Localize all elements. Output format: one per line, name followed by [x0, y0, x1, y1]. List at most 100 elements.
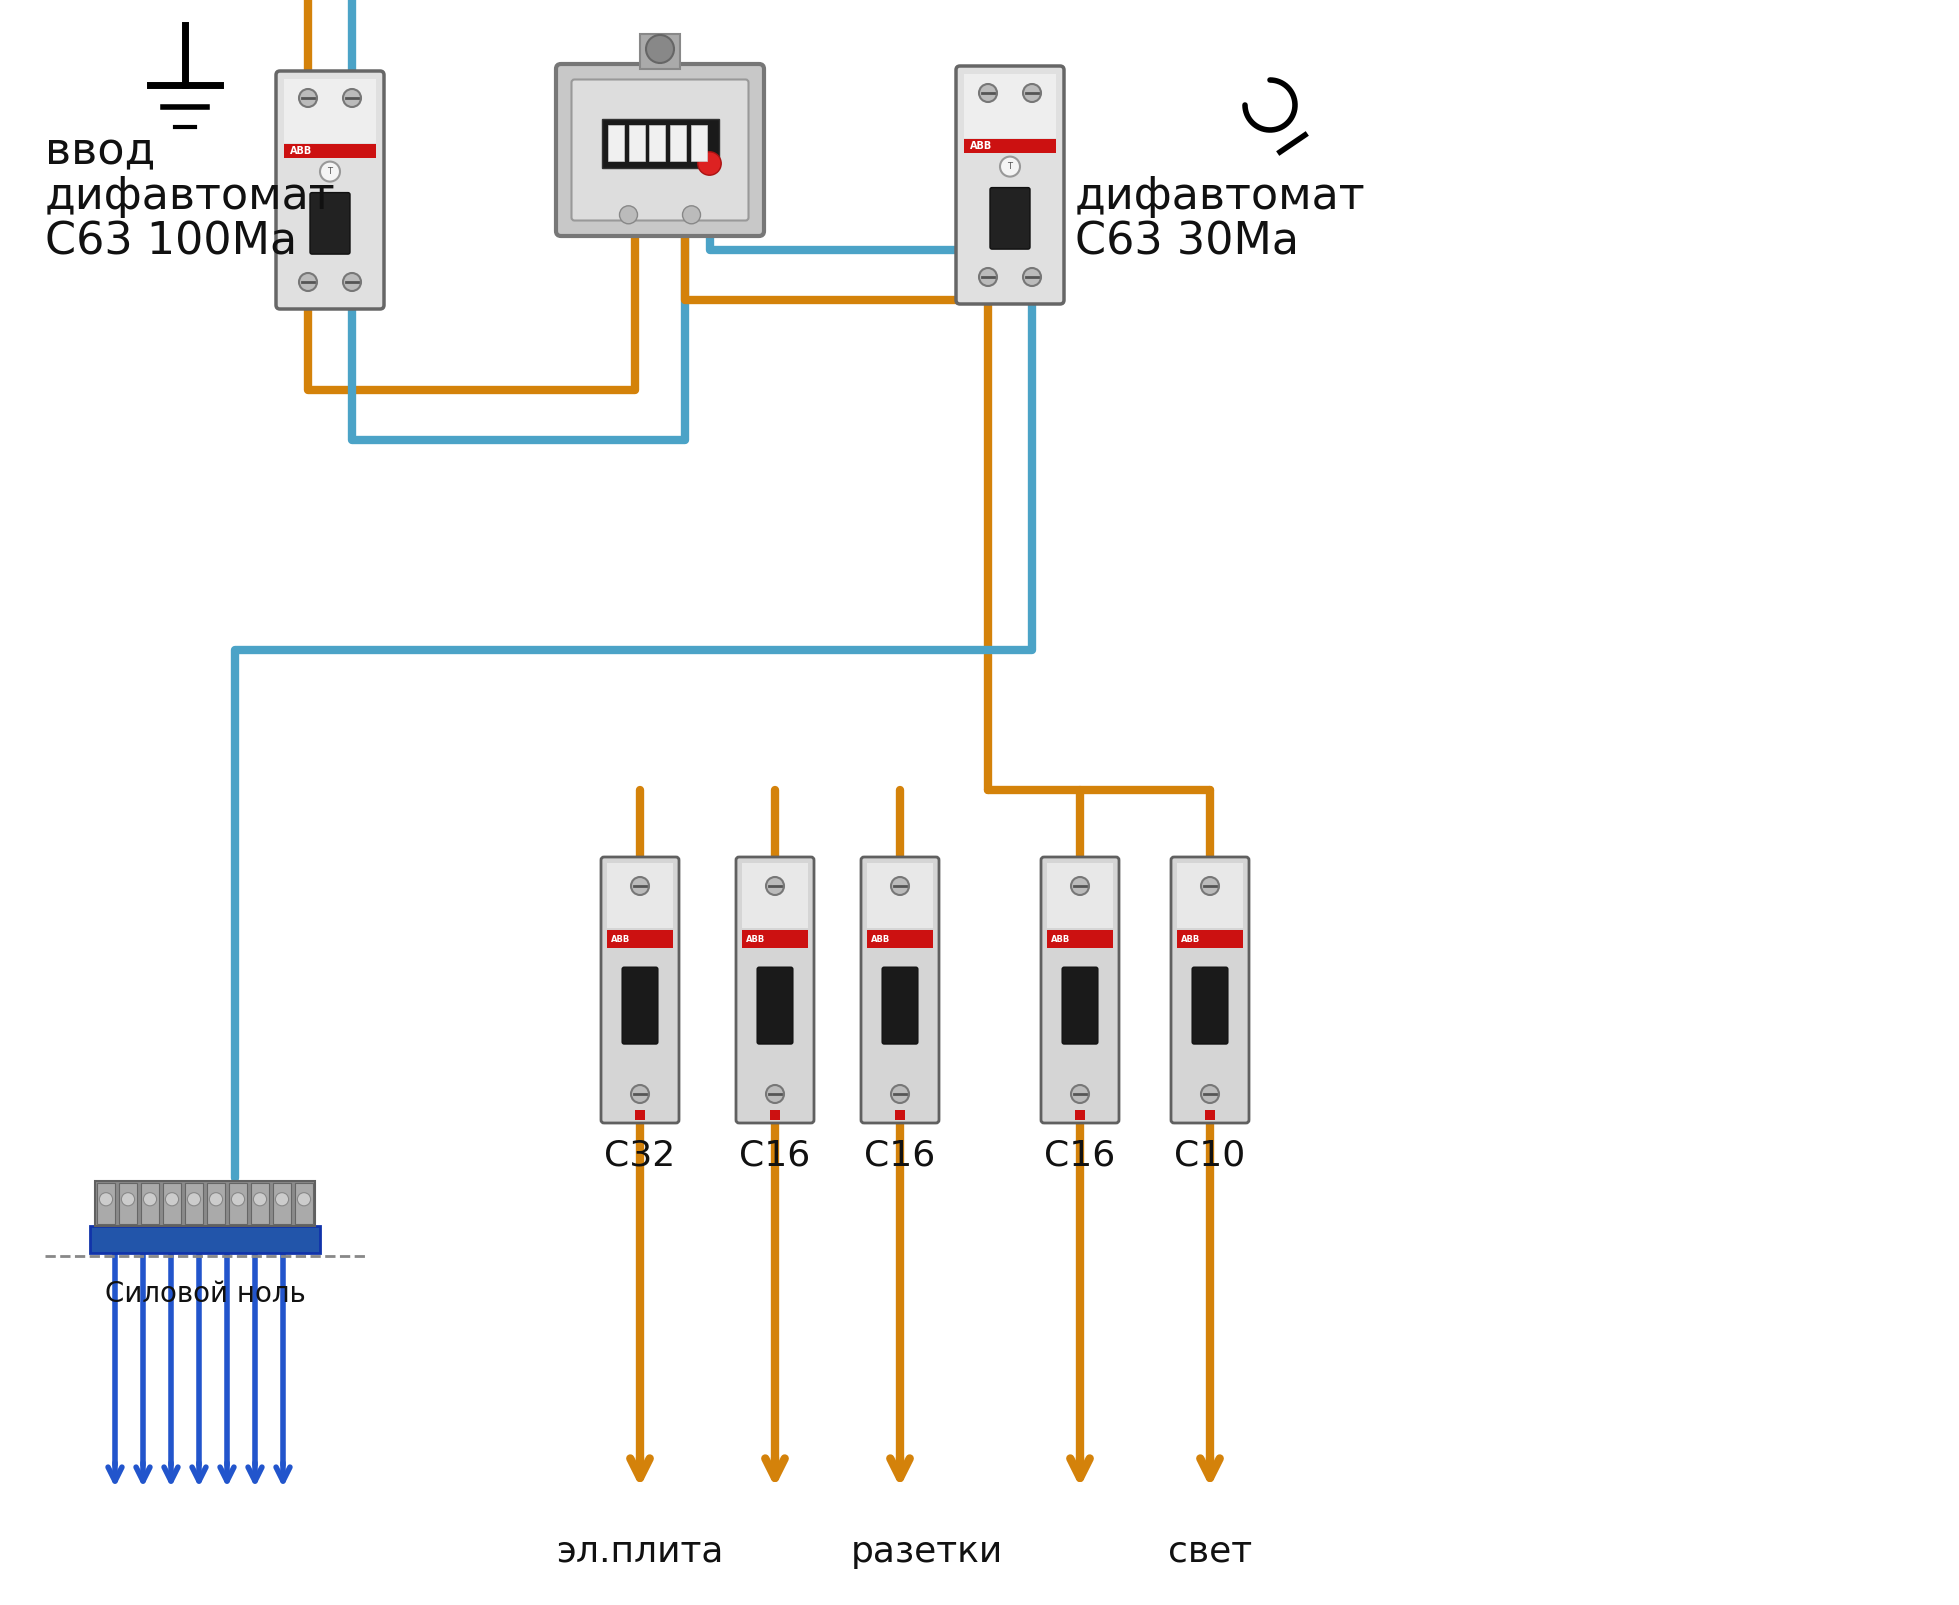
Circle shape	[766, 1085, 784, 1103]
Text: ABB: ABB	[290, 146, 311, 156]
Text: С16: С16	[739, 1138, 811, 1172]
Circle shape	[1072, 876, 1089, 896]
Bar	[94, 1181, 315, 1226]
Bar	[272, 1183, 290, 1225]
Bar	[98, 1183, 116, 1225]
FancyBboxPatch shape	[737, 857, 815, 1124]
Bar	[296, 1183, 313, 1225]
Circle shape	[697, 152, 721, 175]
Text: ввод: ввод	[45, 130, 155, 173]
Bar	[607, 863, 674, 928]
Bar	[119, 1183, 137, 1225]
Circle shape	[631, 876, 648, 896]
Circle shape	[343, 273, 360, 291]
Circle shape	[210, 1193, 223, 1205]
FancyBboxPatch shape	[882, 968, 919, 1043]
FancyBboxPatch shape	[623, 968, 658, 1043]
FancyBboxPatch shape	[310, 193, 351, 254]
Bar	[607, 931, 674, 949]
Bar	[670, 125, 686, 160]
Bar	[629, 125, 645, 160]
Text: ABB: ABB	[611, 934, 631, 944]
Bar	[641, 34, 680, 69]
Bar	[1177, 863, 1244, 928]
FancyBboxPatch shape	[1193, 968, 1228, 1043]
Circle shape	[298, 1193, 311, 1205]
Text: ABB: ABB	[1050, 934, 1070, 944]
Bar	[141, 1183, 159, 1225]
Circle shape	[143, 1193, 157, 1205]
Text: эл.плита: эл.плита	[556, 1534, 723, 1570]
Bar	[251, 1183, 268, 1225]
FancyBboxPatch shape	[758, 968, 793, 1043]
Text: разетки: разетки	[850, 1534, 1003, 1570]
Bar	[1205, 1111, 1215, 1120]
Text: T: T	[327, 167, 333, 177]
Bar	[229, 1183, 247, 1225]
Circle shape	[891, 876, 909, 896]
Circle shape	[121, 1193, 135, 1205]
Circle shape	[1072, 1085, 1089, 1103]
FancyBboxPatch shape	[956, 66, 1064, 303]
Bar	[208, 1183, 225, 1225]
FancyBboxPatch shape	[556, 64, 764, 236]
Text: ABB: ABB	[872, 934, 889, 944]
Bar	[1075, 1111, 1085, 1120]
Bar	[186, 1183, 204, 1225]
Text: ABB: ABB	[970, 141, 993, 151]
Bar	[964, 140, 1056, 152]
FancyBboxPatch shape	[601, 857, 680, 1124]
Bar	[742, 863, 807, 928]
Bar	[1177, 931, 1244, 949]
Text: С16: С16	[864, 1138, 936, 1172]
FancyBboxPatch shape	[1040, 857, 1119, 1124]
Bar	[1046, 931, 1113, 949]
Bar	[284, 144, 376, 157]
Bar	[648, 125, 666, 160]
Bar	[692, 125, 707, 160]
Circle shape	[300, 273, 317, 291]
Text: дифавтомат: дифавтомат	[45, 175, 335, 218]
FancyBboxPatch shape	[1062, 968, 1097, 1043]
Bar	[770, 1111, 780, 1120]
Text: ABB: ABB	[746, 934, 766, 944]
Circle shape	[766, 876, 784, 896]
Circle shape	[100, 1193, 112, 1205]
Bar	[1046, 863, 1113, 928]
Circle shape	[631, 1085, 648, 1103]
Circle shape	[980, 268, 997, 286]
Text: ABB: ABB	[1181, 934, 1201, 944]
Circle shape	[165, 1193, 178, 1205]
Text: С10: С10	[1173, 1138, 1246, 1172]
Bar	[284, 79, 376, 143]
FancyBboxPatch shape	[1171, 857, 1250, 1124]
Bar	[163, 1183, 180, 1225]
Circle shape	[1023, 83, 1040, 103]
FancyBboxPatch shape	[989, 188, 1030, 249]
Circle shape	[1201, 1085, 1218, 1103]
Circle shape	[682, 205, 701, 223]
Circle shape	[1023, 268, 1040, 286]
Circle shape	[646, 35, 674, 63]
Bar	[742, 931, 807, 949]
Bar	[895, 1111, 905, 1120]
Bar	[90, 1226, 319, 1252]
Text: С63 30Ма: С63 30Ма	[1075, 220, 1299, 263]
Circle shape	[999, 157, 1021, 177]
Circle shape	[300, 88, 317, 108]
Circle shape	[619, 205, 637, 223]
FancyBboxPatch shape	[276, 71, 384, 310]
Bar	[964, 74, 1056, 138]
Bar	[868, 863, 932, 928]
Circle shape	[231, 1193, 245, 1205]
Circle shape	[891, 1085, 909, 1103]
Text: Силовой ноль: Силовой ноль	[104, 1281, 306, 1308]
FancyBboxPatch shape	[572, 80, 748, 220]
Circle shape	[980, 83, 997, 103]
Bar	[868, 931, 932, 949]
Text: С16: С16	[1044, 1138, 1115, 1172]
Bar	[601, 119, 719, 169]
Text: С63 100Ма: С63 100Ма	[45, 220, 298, 263]
Bar	[635, 1111, 645, 1120]
Circle shape	[188, 1193, 200, 1205]
